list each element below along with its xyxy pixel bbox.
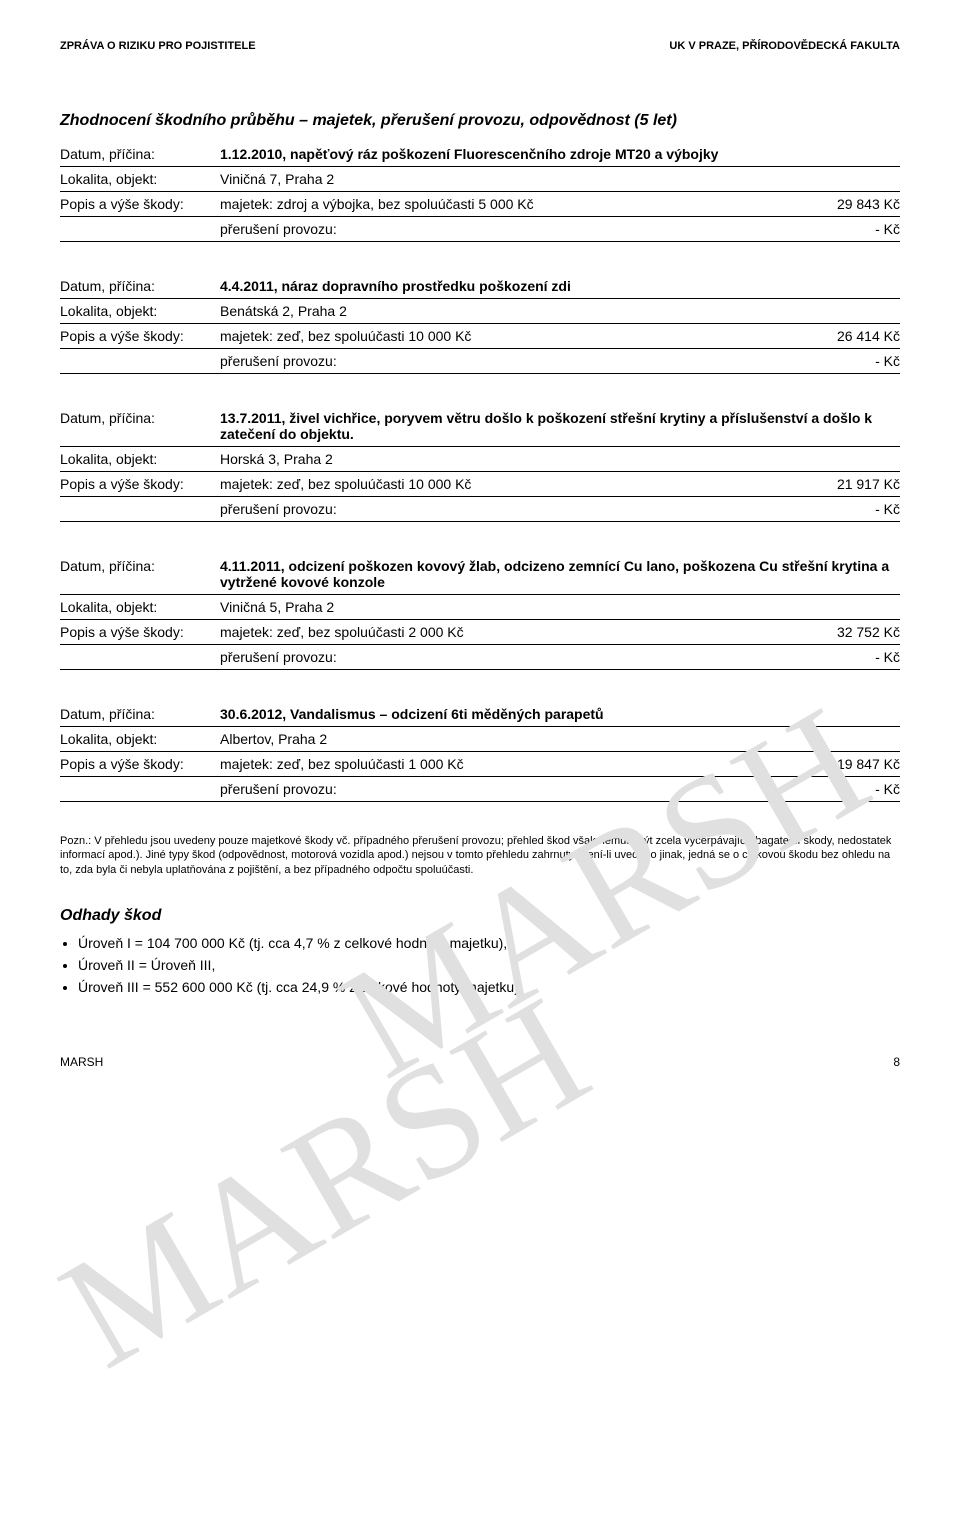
estimates-list: Úroveň I = 104 700 000 Kč (tj. cca 4,7 %… [78,935,900,995]
locality-value: Horská 3, Praha 2 [220,451,900,467]
desc-label: Popis a výše škody: [60,328,220,344]
page: MARSHMARSH ZPRÁVA O RIZIKU PRO POJISTITE… [60,40,900,1069]
desc-label: Popis a výše škody: [60,624,220,640]
desc-label: Popis a výše škody: [60,756,220,772]
date-cause: 4.4.2011, náraz dopravního prostředku po… [220,278,900,294]
incident-interruption-row: přerušení provozu:- Kč [60,497,900,522]
footer-left: MARSH [60,1055,103,1069]
incident-desc-row: Popis a výše škody:majetek: zeď, bez spo… [60,472,900,497]
incident-date-row: Datum, příčina:30.6.2012, Vandalismus – … [60,702,900,727]
incident-date-row: Datum, příčina:4.4.2011, náraz dopravníh… [60,274,900,299]
interruption-amount: - Kč [780,781,900,797]
spacer [60,781,220,797]
footnote: Pozn.: V přehledu jsou uvedeny pouze maj… [60,834,900,877]
spacer [60,221,220,237]
incident-interruption-row: přerušení provozu:- Kč [60,349,900,374]
incident-locality-row: Lokalita, objekt:Benátská 2, Praha 2 [60,299,900,324]
desc-value: majetek: zdroj a výbojka, bez spoluúčast… [220,196,780,212]
interruption-amount: - Kč [780,501,900,517]
desc-label: Popis a výše škody: [60,476,220,492]
incident-locality-row: Lokalita, objekt:Viničná 5, Praha 2 [60,595,900,620]
date-label: Datum, příčina: [60,706,220,722]
estimates-heading: Odhady škod [60,907,900,925]
locality-label: Lokalita, objekt: [60,599,220,615]
desc-label: Popis a výše škody: [60,196,220,212]
interruption-amount: - Kč [780,221,900,237]
date-label: Datum, příčina: [60,146,220,162]
incident-desc-row: Popis a výše škody:majetek: zdroj a výbo… [60,192,900,217]
locality-value: Benátská 2, Praha 2 [220,303,900,319]
amount-value: 21 917 Kč [780,476,900,492]
incident-block: Datum, příčina:1.12.2010, napěťový ráz p… [60,142,900,242]
date-cause: 13.7.2011, živel vichřice, poryvem větru… [220,410,900,442]
incident-block: Datum, příčina:13.7.2011, živel vichřice… [60,406,900,522]
desc-value: majetek: zeď, bez spoluúčasti 2 000 Kč [220,624,780,640]
locality-label: Lokalita, objekt: [60,171,220,187]
spacer [60,353,220,369]
spacer [60,501,220,517]
locality-label: Lokalita, objekt: [60,731,220,747]
amount-value: 29 843 Kč [780,196,900,212]
amount-value: 26 414 Kč [780,328,900,344]
incident-block: Datum, příčina:4.4.2011, náraz dopravníh… [60,274,900,374]
amount-value: 19 847 Kč [780,756,900,772]
incident-locality-row: Lokalita, objekt:Viničná 7, Praha 2 [60,167,900,192]
incident-interruption-row: přerušení provozu:- Kč [60,645,900,670]
incident-locality-row: Lokalita, objekt:Albertov, Praha 2 [60,727,900,752]
amount-value: 32 752 Kč [780,624,900,640]
incident-desc-row: Popis a výše škody:majetek: zeď, bez spo… [60,752,900,777]
incident-date-row: Datum, příčina:1.12.2010, napěťový ráz p… [60,142,900,167]
interruption-label: přerušení provozu: [220,649,780,665]
interruption-label: přerušení provozu: [220,353,780,369]
header-right: UK V PRAZE, PŘÍRODOVĚDECKÁ FAKULTA [669,40,900,52]
incident-date-row: Datum, příčina:13.7.2011, živel vichřice… [60,406,900,447]
estimate-item: Úroveň I = 104 700 000 Kč (tj. cca 4,7 %… [78,935,900,951]
interruption-label: přerušení provozu: [220,501,780,517]
header-left: ZPRÁVA O RIZIKU PRO POJISTITELE [60,40,256,52]
incident-interruption-row: přerušení provozu:- Kč [60,777,900,802]
estimate-item: Úroveň III = 552 600 000 Kč (tj. cca 24,… [78,979,900,995]
desc-value: majetek: zeď, bez spoluúčasti 1 000 Kč [220,756,780,772]
incident-block: Datum, příčina:4.11.2011, odcizení poško… [60,554,900,670]
interruption-label: přerušení provozu: [220,781,780,797]
interruption-amount: - Kč [780,353,900,369]
watermark-text: MARSH [32,960,617,1405]
incident-interruption-row: přerušení provozu:- Kč [60,217,900,242]
incident-desc-row: Popis a výše škody:majetek: zeď, bez spo… [60,620,900,645]
locality-value: Albertov, Praha 2 [220,731,900,747]
page-footer: MARSH 8 [60,1055,900,1069]
locality-label: Lokalita, objekt: [60,451,220,467]
interruption-label: přerušení provozu: [220,221,780,237]
date-cause: 4.11.2011, odcizení poškozen kovový žlab… [220,558,900,590]
incidents-list: Datum, příčina:1.12.2010, napěťový ráz p… [60,142,900,802]
footer-page-number: 8 [893,1055,900,1069]
page-header: ZPRÁVA O RIZIKU PRO POJISTITELE UK V PRA… [60,40,900,52]
date-label: Datum, příčina: [60,558,220,590]
incident-date-row: Datum, příčina:4.11.2011, odcizení poško… [60,554,900,595]
section-title: Zhodnocení škodního průběhu – majetek, p… [60,112,900,130]
incident-locality-row: Lokalita, objekt:Horská 3, Praha 2 [60,447,900,472]
interruption-amount: - Kč [780,649,900,665]
date-cause: 30.6.2012, Vandalismus – odcizení 6ti mě… [220,706,900,722]
desc-value: majetek: zeď, bez spoluúčasti 10 000 Kč [220,476,780,492]
incident-desc-row: Popis a výše škody:majetek: zeď, bez spo… [60,324,900,349]
locality-value: Viničná 7, Praha 2 [220,171,900,187]
desc-value: majetek: zeď, bez spoluúčasti 10 000 Kč [220,328,780,344]
locality-value: Viničná 5, Praha 2 [220,599,900,615]
date-label: Datum, příčina: [60,410,220,442]
estimate-item: Úroveň II = Úroveň III, [78,957,900,973]
date-label: Datum, příčina: [60,278,220,294]
incident-block: Datum, příčina:30.6.2012, Vandalismus – … [60,702,900,802]
locality-label: Lokalita, objekt: [60,303,220,319]
date-cause: 1.12.2010, napěťový ráz poškození Fluore… [220,146,900,162]
spacer [60,649,220,665]
